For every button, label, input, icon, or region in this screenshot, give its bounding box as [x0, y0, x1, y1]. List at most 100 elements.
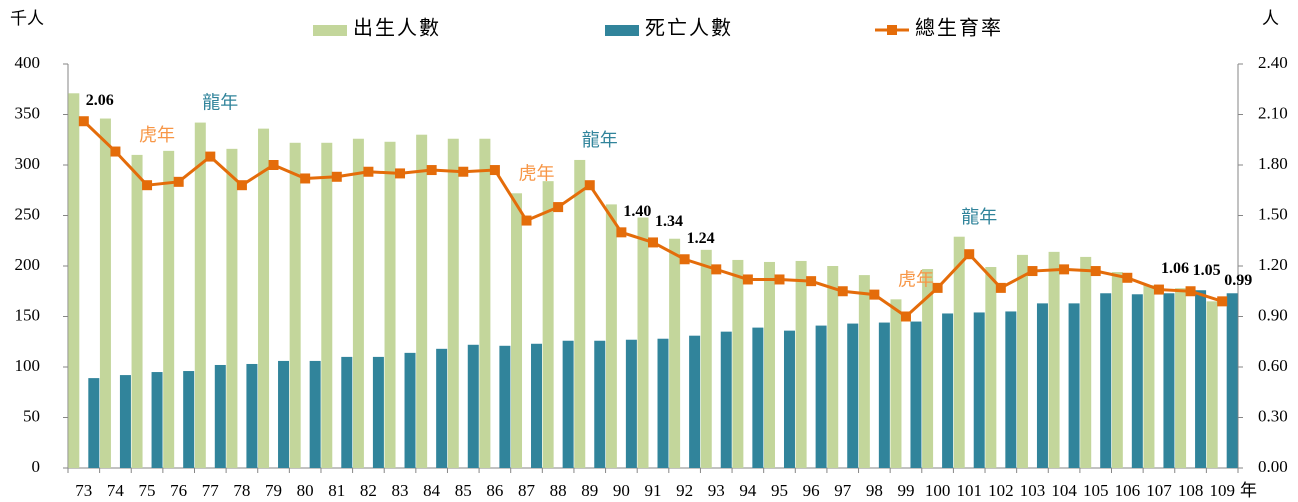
- bar: [953, 236, 965, 468]
- bar: [416, 134, 428, 468]
- marker: [300, 173, 311, 184]
- bar: [637, 217, 649, 468]
- y2-tick-label: 1.50: [1258, 204, 1288, 223]
- legend-marker: [887, 25, 897, 35]
- y2-tick-label: 0.00: [1258, 457, 1288, 476]
- marker: [426, 165, 437, 176]
- x-tick-label: 73: [75, 481, 92, 500]
- bar: [1016, 254, 1028, 468]
- bar: [151, 372, 163, 468]
- bar: [1100, 293, 1112, 468]
- bar: [226, 148, 238, 468]
- y-tick-label: 250: [15, 204, 41, 223]
- marker: [1027, 266, 1038, 277]
- marker: [1122, 272, 1133, 283]
- marker: [458, 166, 469, 177]
- legend-label: 死亡人數: [645, 17, 733, 40]
- y2-tick-label: 1.20: [1258, 255, 1288, 274]
- x-tick-label: 105: [1083, 481, 1109, 500]
- bar: [1226, 293, 1238, 468]
- annotation: 龍年: [202, 93, 238, 113]
- bar: [985, 267, 997, 468]
- bar: [404, 352, 416, 468]
- data-label: 1.06: [1161, 260, 1189, 277]
- bar: [942, 313, 954, 468]
- y2-tick-label: 2.10: [1258, 103, 1288, 122]
- bar: [858, 275, 870, 468]
- marker: [110, 146, 121, 157]
- legend-label: 出生人數: [353, 17, 441, 40]
- bar: [479, 138, 491, 469]
- y2-tick-label: 2.40: [1258, 53, 1288, 72]
- marker: [648, 237, 658, 248]
- x-tick-label: 79: [265, 481, 282, 500]
- marker: [331, 171, 342, 182]
- y-tick-label: 200: [15, 255, 41, 274]
- bar: [720, 331, 732, 468]
- bar: [827, 266, 839, 468]
- x-tick-label: 87: [518, 481, 536, 500]
- y-tick-label: 150: [15, 305, 41, 324]
- x-tick-label: 102: [988, 481, 1014, 500]
- bar: [1143, 285, 1155, 468]
- marker: [1153, 284, 1164, 295]
- data-label: 1.24: [687, 230, 715, 247]
- y2-tick-label: 0.60: [1258, 356, 1288, 375]
- bar: [910, 321, 922, 468]
- bar: [1206, 301, 1218, 468]
- bar: [352, 138, 364, 469]
- bar: [119, 375, 131, 468]
- bar: [815, 325, 827, 468]
- x-tick-label: 96: [803, 481, 820, 500]
- y2-axis-label: 人: [1262, 9, 1279, 28]
- marker: [553, 202, 564, 213]
- x-tick-label: 86: [486, 481, 503, 500]
- bar: [88, 378, 100, 468]
- bar: [732, 259, 744, 468]
- bar: [752, 327, 764, 468]
- legend-swatch: [313, 25, 347, 36]
- bar: [922, 269, 934, 468]
- x-tick-label: 93: [708, 481, 725, 500]
- y2-tick-label: 1.80: [1258, 154, 1288, 173]
- marker: [774, 274, 785, 285]
- bar: [467, 344, 479, 468]
- annotation: 虎年: [898, 269, 934, 289]
- x-tick-label: 92: [676, 481, 693, 500]
- bar: [511, 193, 523, 468]
- y-tick-label: 350: [15, 103, 41, 122]
- bar: [1036, 303, 1048, 468]
- x-tick-label: 85: [455, 481, 472, 500]
- bar: [574, 159, 586, 468]
- x-tick-label: 100: [925, 481, 951, 500]
- bar: [183, 371, 195, 468]
- bar: [99, 118, 111, 468]
- x-tick-label: 107: [1146, 481, 1172, 500]
- bar: [1080, 256, 1092, 468]
- x-tick-label: 89: [581, 481, 598, 500]
- x-tick-label: 88: [550, 481, 567, 500]
- bar: [605, 204, 617, 468]
- x-tick-label: 97: [834, 481, 852, 500]
- marker: [584, 180, 595, 191]
- bar: [795, 260, 807, 468]
- bar: [68, 93, 80, 468]
- bar: [246, 363, 258, 468]
- marker: [679, 254, 690, 265]
- x-tick-label: 91: [645, 481, 662, 500]
- marker: [964, 249, 975, 260]
- bar: [372, 356, 384, 468]
- bar: [1163, 293, 1175, 468]
- x-tick-label: 101: [956, 481, 982, 500]
- data-label: 0.99: [1224, 272, 1252, 289]
- bar: [384, 141, 396, 468]
- bar: [499, 345, 511, 468]
- x-tick-label: 75: [139, 481, 156, 500]
- marker: [1090, 266, 1101, 277]
- bar: [1005, 311, 1017, 468]
- bar: [783, 330, 795, 468]
- x-tick-label: 109: [1209, 481, 1235, 500]
- bar: [1111, 272, 1123, 468]
- bar: [447, 138, 459, 469]
